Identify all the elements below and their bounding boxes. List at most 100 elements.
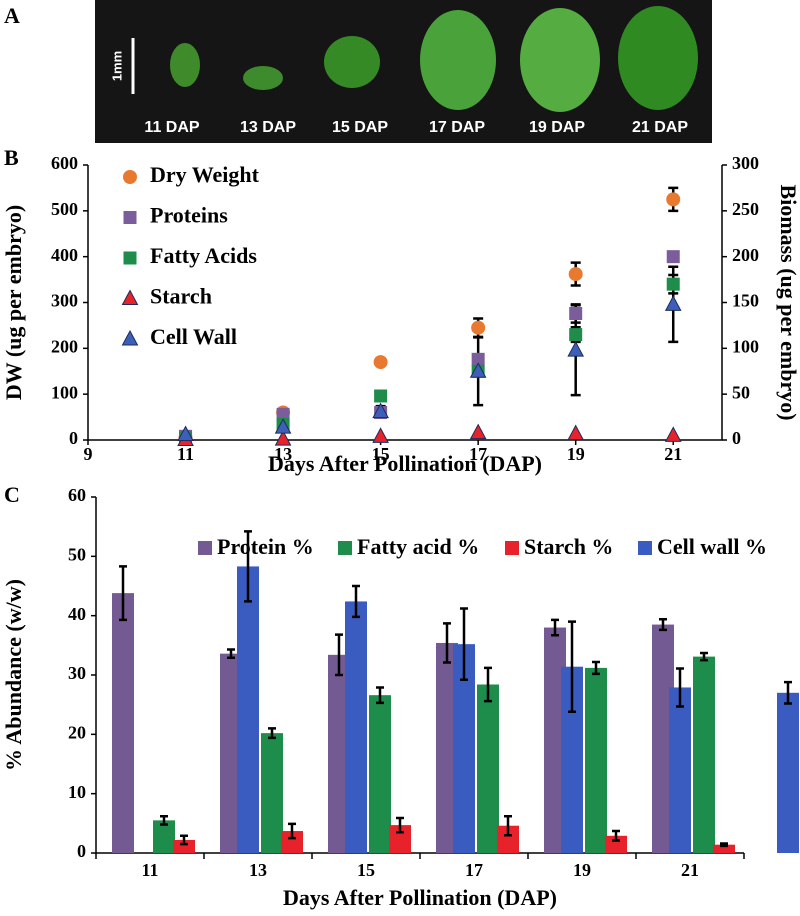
point <box>177 425 194 441</box>
y-tick-label: 40 <box>68 604 86 624</box>
legend-marker <box>123 170 137 184</box>
bar <box>220 653 242 853</box>
bar <box>477 684 499 853</box>
y-tick-label: 300 <box>51 291 78 311</box>
error-bar <box>612 829 620 842</box>
x-tick-label: 15 <box>357 860 375 880</box>
bar <box>436 642 458 853</box>
y-axis-label: % Abundance (w/w) <box>1 579 26 771</box>
embryo-photo <box>243 66 283 90</box>
photo-caption: 21 DAP <box>632 119 688 136</box>
y-tick-label: 10 <box>68 782 86 802</box>
x-tick-label: 15 <box>372 444 390 464</box>
error-bar <box>288 822 296 840</box>
legend-label: Fatty Acids <box>150 243 257 268</box>
bar <box>713 844 735 853</box>
y2-tick-label: 100 <box>732 336 759 356</box>
error-bar <box>720 842 728 848</box>
point <box>569 328 583 342</box>
y2-tick-label: 50 <box>732 382 750 402</box>
x-axis-label: Days After Pollination (DAP) <box>283 885 557 910</box>
error-bar <box>592 660 600 676</box>
point <box>471 352 485 366</box>
x-tick-label: 19 <box>567 444 585 464</box>
error-bar <box>551 618 559 637</box>
point <box>372 402 389 419</box>
error-bar <box>676 667 684 708</box>
legend-swatch <box>638 541 652 555</box>
y2-axis-label: Biomass (ug per embryo) <box>776 184 800 420</box>
y-tick-label: 500 <box>51 199 78 219</box>
bar <box>112 593 134 853</box>
point <box>568 267 583 282</box>
point <box>274 418 292 434</box>
embryo-photo <box>324 36 380 88</box>
y-axis-label: DW (ug per embryo) <box>1 205 26 400</box>
legend-marker <box>121 289 139 305</box>
legend-label: Cell wall % <box>657 534 767 559</box>
error-bar <box>396 816 404 834</box>
error-bar <box>180 834 188 846</box>
y-tick-label: 600 <box>51 153 78 173</box>
legend-label: Starch <box>150 284 212 309</box>
legend-marker <box>123 251 137 265</box>
y2-tick-label: 150 <box>732 291 759 311</box>
point <box>666 277 680 291</box>
bar <box>585 667 607 853</box>
legend-marker <box>121 329 139 346</box>
embryo-photo <box>520 8 600 112</box>
point <box>374 389 388 403</box>
x-tick-label: 9 <box>84 444 93 464</box>
bar <box>389 825 411 853</box>
x-tick-label: 13 <box>249 860 267 880</box>
embryo-photo <box>420 10 496 110</box>
point <box>276 407 290 421</box>
error-bar <box>700 651 708 662</box>
legend-label: Dry Weight <box>150 162 260 187</box>
x-tick-label: 21 <box>664 444 682 464</box>
bar <box>453 644 475 853</box>
point <box>274 430 292 446</box>
point <box>567 341 585 357</box>
embryo-photo <box>170 43 200 87</box>
y2-tick-label: 250 <box>732 199 759 219</box>
error-bar <box>504 814 512 837</box>
x-tick-label: 19 <box>573 860 591 880</box>
error-bar <box>268 727 276 740</box>
bar <box>153 820 175 853</box>
error-bar <box>160 814 168 826</box>
y2-tick-label: 200 <box>732 245 759 265</box>
x-tick-label: 13 <box>274 444 292 464</box>
bar <box>261 733 283 853</box>
legend-swatch <box>505 541 519 555</box>
error-bar <box>568 620 576 714</box>
x-tick-label: 21 <box>681 860 699 880</box>
photo-caption: 19 DAP <box>529 119 585 136</box>
bar <box>328 654 350 853</box>
error-bar <box>119 565 127 622</box>
legend-label: Cell Wall <box>150 324 237 349</box>
bar <box>544 627 566 853</box>
bar <box>237 566 259 853</box>
bar <box>369 695 391 853</box>
photo-strip: 1mm 11 DAP 13 DAP 15 DAP 17 DAP 19 DAP 2… <box>95 0 712 143</box>
y-tick-label: 200 <box>51 336 78 356</box>
point <box>373 355 388 370</box>
point <box>372 427 389 443</box>
panel-label: A <box>4 3 20 28</box>
y-tick-label: 50 <box>68 544 86 564</box>
legend-label: Proteins <box>150 203 228 228</box>
point <box>469 362 487 378</box>
bar <box>652 624 674 853</box>
y2-tick-label: 300 <box>732 153 759 173</box>
bar <box>605 835 627 853</box>
error-bar <box>460 607 468 681</box>
legend-label: Starch % <box>524 534 613 559</box>
y-tick-label: 60 <box>68 485 86 505</box>
photo-caption: 17 DAP <box>429 119 485 136</box>
bar <box>669 687 691 853</box>
point <box>469 423 487 440</box>
error-bar <box>443 622 451 664</box>
legend-swatch <box>198 541 212 555</box>
